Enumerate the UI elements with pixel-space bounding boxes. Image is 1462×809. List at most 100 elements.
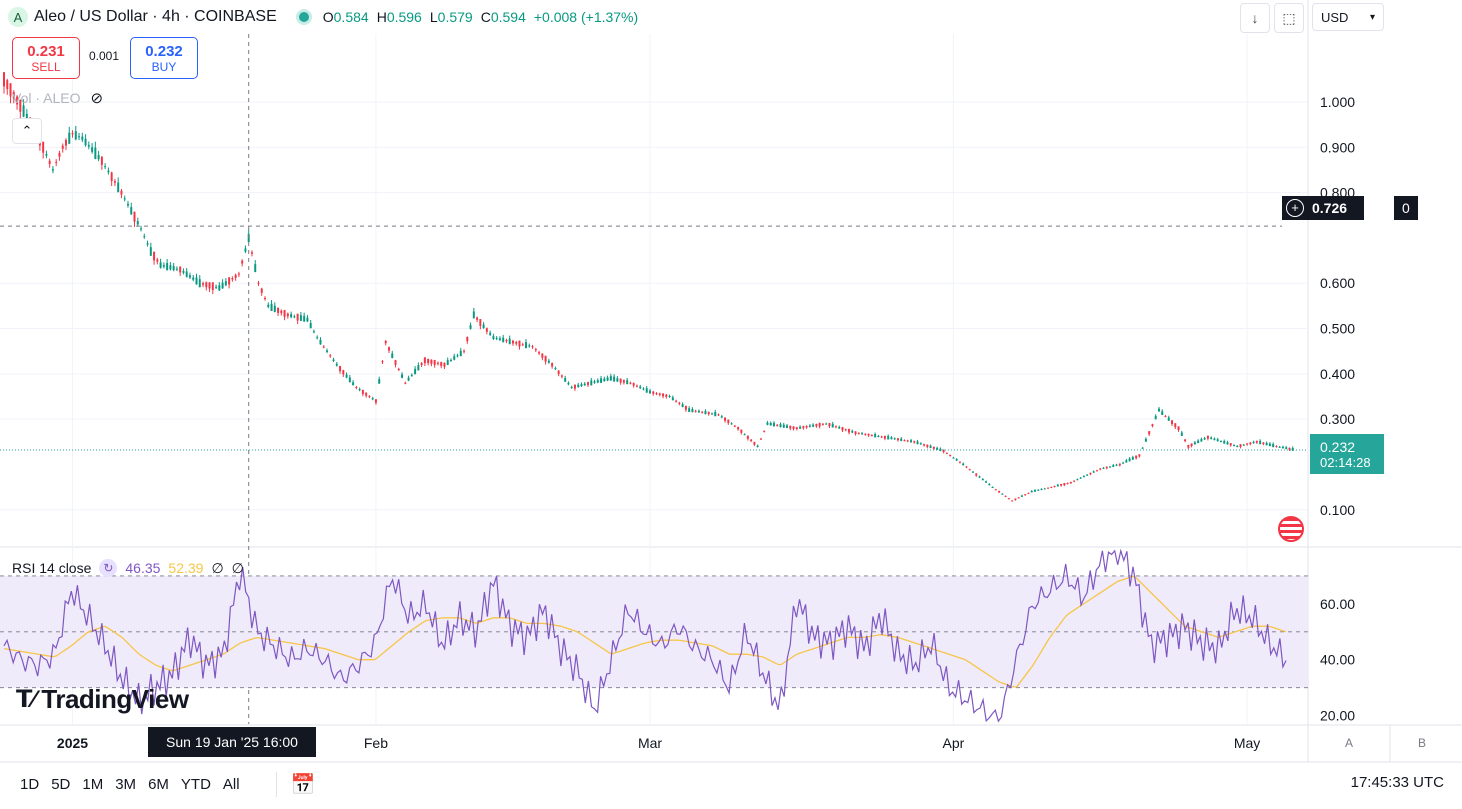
crosshair-price-tag[interactable]: + 0.726 (1282, 196, 1364, 220)
candle-body (724, 417, 727, 421)
candle-body (87, 144, 90, 147)
symbol-title[interactable]: Aleo / US Dollar · 4h · COINBASE (34, 8, 277, 25)
candle-body (906, 440, 909, 442)
candle-body (720, 416, 723, 418)
candle-body (753, 441, 756, 445)
candle-body (968, 469, 971, 471)
candle-body (949, 455, 952, 457)
candle-body (113, 181, 116, 183)
candle-body (965, 466, 968, 468)
candle-body (153, 251, 156, 261)
refresh-icon[interactable]: ↻ (99, 559, 118, 577)
candle-body (577, 384, 580, 388)
candle-body (883, 435, 886, 439)
market-open-icon (298, 12, 309, 22)
candle-body (489, 332, 492, 335)
candle-body (1007, 498, 1010, 500)
collapse-legend-button[interactable]: ⌃ (12, 118, 42, 144)
candle-body (476, 317, 479, 320)
candle-body (544, 355, 547, 362)
candle-body (596, 380, 599, 383)
candle-body (975, 473, 978, 476)
candle-body (1020, 495, 1023, 497)
candle-body (293, 316, 296, 318)
candle-body (1252, 441, 1255, 444)
fullscreen-icon[interactable]: ⬚ (1274, 3, 1304, 33)
candle-body (1219, 441, 1222, 443)
candle-body (394, 360, 397, 365)
range-1d[interactable]: 1D (20, 775, 40, 793)
currency-select[interactable]: USD ▾ (1312, 3, 1384, 31)
rsi-axis-label: 40.00 (1320, 652, 1355, 668)
candle-body (746, 435, 749, 439)
symbol-icon[interactable]: A (8, 7, 28, 27)
candle-body (740, 429, 743, 433)
candle-body (126, 203, 129, 206)
candle-body (645, 388, 648, 393)
candle-body (945, 453, 948, 455)
candle-body (1210, 437, 1213, 439)
candle-body (1226, 442, 1229, 445)
log-scale-button[interactable]: B (1418, 736, 1427, 750)
volume-legend[interactable]: Vol · ALEO ⊘ (12, 89, 103, 107)
candle-body (1033, 490, 1036, 492)
candle-body (371, 398, 374, 400)
buy-button[interactable]: 0.232 BUY (130, 37, 198, 79)
range-1m[interactable]: 1M (82, 775, 104, 793)
add-alert-icon[interactable]: + (1286, 199, 1304, 217)
candle-body (616, 378, 619, 382)
utc-clock[interactable]: 17:45:33 UTC (1350, 774, 1444, 791)
candle-body (352, 382, 355, 386)
candle-body (515, 342, 518, 344)
candle-body (234, 274, 237, 278)
price-axis-label: 0.600 (1320, 275, 1355, 291)
candle-body (697, 410, 700, 413)
date-range-icon[interactable]: 📅 (275, 771, 315, 797)
candle-body (433, 360, 436, 365)
range-ytd[interactable]: YTD (180, 775, 211, 793)
candle-body (1115, 464, 1118, 466)
candle-body (609, 376, 612, 381)
candle-body (179, 266, 182, 273)
candle-body (159, 262, 162, 268)
range-5d[interactable]: 5D (51, 775, 71, 793)
candle-body (472, 311, 475, 319)
candle-body (1278, 446, 1281, 448)
candle-body (841, 427, 844, 431)
price-axis-label: 0.400 (1320, 366, 1355, 382)
candle-body (952, 457, 955, 459)
candle-body (3, 72, 5, 87)
range-all[interactable]: All (222, 775, 240, 793)
candle-body (1112, 465, 1115, 467)
download-icon[interactable]: ↓ (1240, 3, 1270, 33)
candle-body (303, 315, 306, 322)
sell-button[interactable]: 0.231 SELL (12, 37, 80, 79)
candle-body (805, 425, 808, 428)
candle-body (427, 358, 430, 363)
candle-body (25, 113, 28, 121)
flag-icon[interactable] (1278, 516, 1304, 542)
range-selector: 1D 5D 1M 3M 6M YTD All (14, 776, 246, 793)
candle-body (1268, 443, 1271, 447)
candle-body (58, 152, 61, 157)
candle-body (972, 471, 974, 473)
candle-body (332, 359, 335, 361)
candle-body (1144, 438, 1147, 442)
auto-scale-button[interactable]: A (1345, 736, 1354, 750)
candle-body (1197, 440, 1200, 443)
candle-body (900, 438, 903, 441)
range-6m[interactable]: 6M (148, 775, 169, 793)
candle-body (1187, 444, 1190, 448)
ohlc-values: O0.584 H0.596 L0.579 C0.594 +0.008 (+1.3… (323, 9, 638, 25)
tradingview-logo[interactable]: 𝗧⁄ TradingView (16, 684, 189, 715)
candle-body (1089, 472, 1092, 475)
candle-body (1125, 460, 1128, 463)
rsi-legend[interactable]: RSI 14 close ↻ 46.35 52.39 ∅ ∅ (12, 559, 244, 577)
range-3m[interactable]: 3M (115, 775, 137, 793)
candle-body (727, 419, 730, 424)
candle-body (485, 328, 488, 332)
eye-off-icon[interactable]: ⊘ (90, 90, 104, 107)
candle-body (495, 337, 498, 339)
candle-body (733, 425, 736, 427)
